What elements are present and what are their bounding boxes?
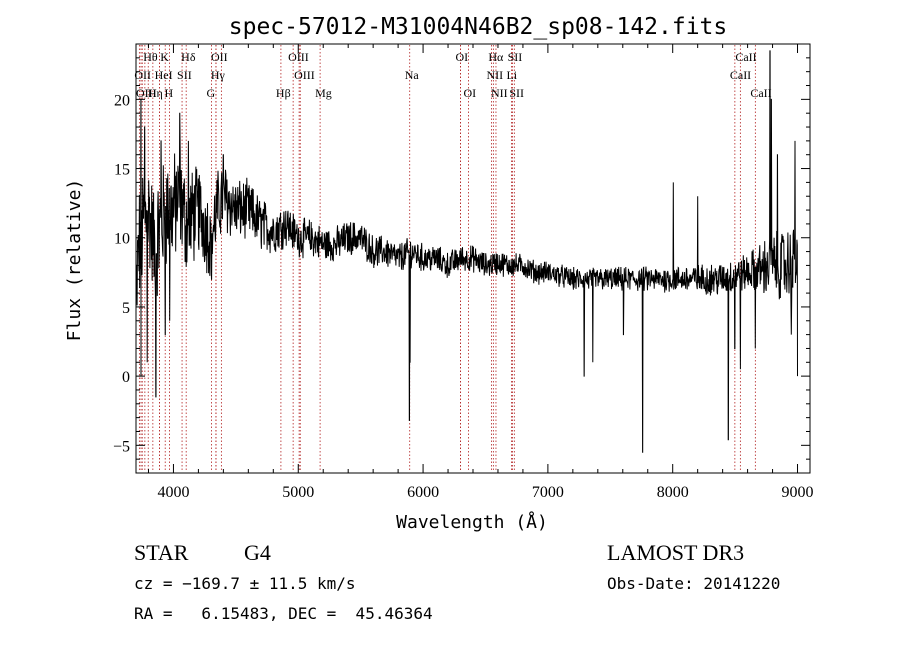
y-axis-label: Flux (relative) (64, 179, 85, 342)
plot-frame (135, 43, 811, 474)
spectral-line-label: CaII (750, 86, 771, 100)
x-tick-label: 7000 (532, 484, 564, 501)
spectral-line-label: G (207, 86, 216, 100)
spectral-line-label: OIII (136, 86, 157, 100)
spectrum-line (135, 50, 798, 453)
obs-date: Obs-Date: 20141220 (607, 574, 781, 593)
x-tick-label: 9000 (782, 484, 814, 501)
x-tick-label: 8000 (657, 484, 689, 501)
spectral-line-label: Hη (148, 86, 163, 100)
spectral-line-label: OIII (288, 50, 309, 64)
y-tick-label: 0 (122, 369, 130, 386)
spectral-line-label: Mg (315, 86, 332, 100)
y-tick-label: 5 (122, 300, 130, 317)
spectral-line-label: K (160, 50, 169, 64)
spectral-line-label: Hδ (181, 50, 196, 64)
spectral-line-label: H (164, 86, 173, 100)
y-axis-ticks: −5 0 5 10 15 20 (113, 43, 810, 460)
chart-title: spec-57012-M31004N46B2_sp08-142.fits (229, 14, 728, 40)
spectral-line-label: OIII (294, 68, 315, 82)
x-tick-label: 4000 (157, 484, 189, 501)
y-tick-label: 15 (114, 162, 130, 179)
spectral-line-label: CaII (735, 50, 756, 64)
spectral-line-label: Hθ (143, 50, 158, 64)
object-subclass: G4 (244, 540, 271, 565)
spectral-line-label: Hβ (276, 86, 291, 100)
spectral-line-label: HeI (155, 68, 173, 82)
spectral-line-label: Li (506, 68, 517, 82)
redshift-value: cz = −169.7 ± 11.5 km/s (134, 574, 356, 593)
y-tick-label: −5 (113, 438, 130, 455)
x-axis-ticks: 4000 5000 6000 7000 8000 9000 (147, 44, 814, 501)
spectral-line-label: OI (464, 86, 477, 100)
spectral-line-label: Hγ (211, 68, 226, 82)
spectral-line-label: SII (177, 68, 192, 82)
spectral-line-label: OII (134, 68, 151, 82)
spectral-line-label: Hα (488, 50, 504, 64)
spectral-line-label: OII (211, 50, 228, 64)
object-class: STAR (134, 540, 189, 565)
survey-name: LAMOST DR3 (607, 540, 745, 565)
x-tick-label: 5000 (282, 484, 314, 501)
x-axis-label: Wavelength (Å) (396, 511, 548, 533)
y-tick-label: 10 (114, 231, 130, 248)
spectral-line-label: NII (486, 68, 503, 82)
spectral-line-label: SII (508, 50, 523, 64)
x-tick-label: 6000 (407, 484, 439, 501)
spectral-line-label: OI (456, 50, 469, 64)
spectral-line-label: CaII (730, 68, 751, 82)
spectral-line-label: NII (491, 86, 508, 100)
spectral-line-label: SII (509, 86, 524, 100)
spectral-line-labels: Hθ K Hδ OII OIII OI Hα SII CaII OII HeI SII Hγ OIII Na… (134, 50, 771, 100)
coordinates: RA = 6.15483, DEC = 45.46364 (134, 604, 433, 623)
spectral-line-label: Na (405, 68, 420, 82)
y-tick-label: 20 (114, 92, 130, 109)
